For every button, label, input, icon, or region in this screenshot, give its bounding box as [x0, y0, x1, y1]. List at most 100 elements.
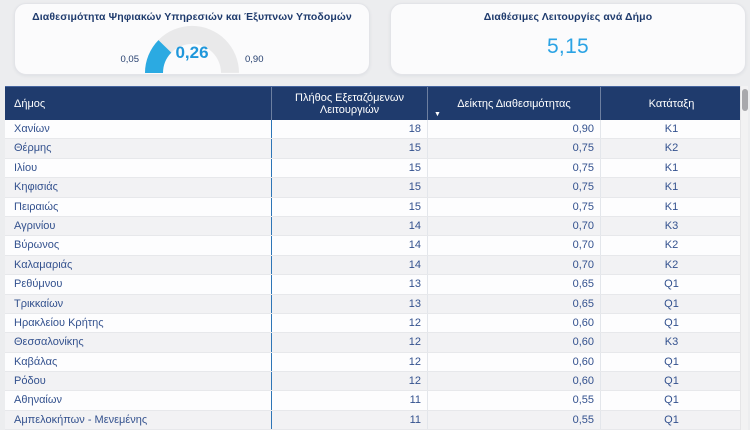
- cell-municipality: Πειραιώς: [5, 197, 272, 216]
- cell-functions-count: 12: [272, 333, 428, 352]
- sort-descending-icon[interactable]: ▼: [434, 111, 441, 118]
- column-header-label: Πλήθος Εξεταζόμενων Λειτουργιών: [295, 91, 404, 116]
- table-row[interactable]: Ηρακλείου Κρήτης 12 0,60 Q1: [5, 313, 742, 334]
- cell-availability-index: 0,75: [428, 139, 601, 158]
- cell-availability-index: 0,65: [428, 294, 601, 313]
- table-row[interactable]: Τρικκαίων 13 0,65 Q1: [5, 294, 742, 314]
- cell-municipality: Τρικκαίων: [5, 294, 272, 313]
- cell-functions-count: 15: [272, 197, 428, 216]
- cell-municipality: Θέρμης: [5, 139, 272, 158]
- kpi-card-title: Διαθέσιμες Λειτουργίες ανά Δήμο: [483, 11, 653, 23]
- cell-availability-index: 0,70: [428, 216, 601, 236]
- gauge-fill-arc: [145, 40, 172, 73]
- cell-municipality: Ηρακλείου Κρήτης: [5, 313, 272, 333]
- column-header-label: Δείκτης Διαθεσιμότητας: [457, 97, 571, 110]
- column-header-rank[interactable]: Κατάταξη: [601, 87, 742, 120]
- cell-rank: K3: [664, 336, 679, 349]
- cell-municipality: Αμπελοκήπων - Μενεμένης: [5, 410, 272, 430]
- cell-functions-count: 12: [272, 372, 428, 391]
- table-row[interactable]: Πειραιώς 15 0,75 K1: [5, 197, 742, 217]
- cell-functions-count: 15: [272, 178, 428, 197]
- table-scrollbar-thumb[interactable]: [742, 89, 748, 111]
- column-header-availability-index[interactable]: Δείκτης Διαθεσιμότητας ▼: [428, 87, 601, 120]
- table-scrollbar-track[interactable]: [740, 86, 748, 430]
- cell-rank: Q1: [664, 394, 679, 407]
- cell-functions-count: 13: [272, 275, 428, 294]
- cell-municipality: Καβάλας: [5, 352, 272, 372]
- table-row[interactable]: Ιλίου 15 0,75 K1: [5, 158, 742, 179]
- cell-availability-index: 0,60: [428, 333, 601, 352]
- table-header-row: Δήμος Πλήθος Εξεταζόμενων Λειτουργιών Δε…: [5, 86, 742, 120]
- gauge-card: Διαθεσιμότητα Ψηφιακών Υπηρεσιών και Έξυ…: [14, 3, 370, 75]
- cell-rank: K1: [664, 181, 679, 194]
- table-row[interactable]: Θεσσαλονίκης 12 0,60 K3: [5, 333, 742, 353]
- cell-municipality: Ρεθύμνου: [5, 275, 272, 294]
- column-header-municipality[interactable]: Δήμος: [5, 87, 272, 120]
- cell-rank: K2: [664, 258, 679, 271]
- cell-availability-index: 0,90: [428, 120, 601, 139]
- cell-municipality: Καλαμαριάς: [5, 255, 272, 275]
- cell-rank: K1: [664, 123, 679, 135]
- kpi-value: 5,15: [546, 35, 590, 58]
- gauge-arc: [144, 25, 239, 73]
- cell-municipality: Ιλίου: [5, 158, 272, 178]
- cell-rank: K1: [664, 200, 679, 213]
- column-header-label: Δήμος: [14, 97, 46, 110]
- cell-rank: Q1: [664, 316, 679, 329]
- cell-functions-count: 18: [272, 120, 428, 139]
- municipality-table: Δήμος Πλήθος Εξεταζόμενων Λειτουργιών Δε…: [5, 86, 742, 430]
- cell-functions-count: 13: [272, 294, 428, 313]
- table-row[interactable]: Ρόδου 12 0,60 Q1: [5, 372, 742, 392]
- gauge-min-label: 0,05: [120, 54, 140, 65]
- gauge-max-label: 0,90: [245, 54, 264, 65]
- gauge-value: 0,26: [175, 43, 209, 62]
- cell-functions-count: 14: [272, 236, 428, 255]
- gauge-track-arc: [144, 25, 239, 73]
- cell-functions-count: 11: [272, 391, 428, 410]
- table-row[interactable]: Αθηναίων 11 0,55 Q1: [5, 391, 742, 411]
- cell-availability-index: 0,75: [428, 197, 601, 216]
- cell-rank: Q1: [664, 375, 679, 388]
- cell-rank: K3: [664, 219, 679, 232]
- cell-availability-index: 0,70: [428, 236, 601, 255]
- cell-functions-count: 15: [272, 139, 428, 158]
- table-row[interactable]: Θέρμης 15 0,75 K2: [5, 139, 742, 159]
- cell-municipality: Χανίων: [5, 120, 272, 139]
- kpi-card: Διαθέσιμες Λειτουργίες ανά Δήμο 5,15: [390, 3, 746, 75]
- cell-availability-index: 0,65: [428, 275, 601, 294]
- cell-functions-count: 14: [272, 216, 428, 236]
- table-row[interactable]: Ρεθύμνου 13 0,65 Q1: [5, 275, 742, 295]
- cell-availability-index: 0,55: [428, 410, 601, 430]
- cell-municipality: Αγρινίου: [5, 216, 272, 236]
- cell-availability-index: 0,75: [428, 158, 601, 178]
- cell-municipality: Βύρωνος: [5, 236, 272, 255]
- table-row[interactable]: Καβάλας 12 0,60 Q1: [5, 352, 742, 373]
- table-row[interactable]: Κηφισιάς 15 0,75 K1: [5, 178, 742, 198]
- cell-municipality: Θεσσαλονίκης: [5, 333, 272, 352]
- cell-functions-count: 11: [272, 410, 428, 430]
- cell-availability-index: 0,75: [428, 178, 601, 197]
- cell-availability-index: 0,60: [428, 313, 601, 333]
- cell-availability-index: 0,60: [428, 352, 601, 372]
- cell-functions-count: 12: [272, 352, 428, 372]
- table-row[interactable]: Βύρωνος 14 0,70 K2: [5, 236, 742, 256]
- cell-availability-index: 0,70: [428, 255, 601, 275]
- cell-rank: K1: [664, 161, 679, 174]
- table-row[interactable]: Αγρινίου 14 0,70 K3: [5, 216, 742, 237]
- gauge: 0,05 0,26 0,90: [15, 23, 369, 75]
- cell-municipality: Κηφισιάς: [5, 178, 272, 197]
- cell-rank: K2: [664, 239, 679, 252]
- cell-functions-count: 14: [272, 255, 428, 275]
- column-header-functions-count[interactable]: Πλήθος Εξεταζόμενων Λειτουργιών: [272, 87, 428, 120]
- table-row[interactable]: Αμπελοκήπων - Μενεμένης 11 0,55 Q1: [5, 410, 742, 430]
- cell-availability-index: 0,60: [428, 372, 601, 391]
- cell-functions-count: 15: [272, 158, 428, 178]
- cell-municipality: Ρόδου: [5, 372, 272, 391]
- table-row[interactable]: Καλαμαριάς 14 0,70 K2: [5, 255, 742, 276]
- cell-rank: Q1: [664, 355, 679, 368]
- cell-availability-index: 0,55: [428, 391, 601, 410]
- table-row[interactable]: Χανίων 18 0,90 K1: [5, 120, 742, 140]
- cell-rank: Q1: [664, 278, 679, 291]
- table-body: Χανίων 18 0,90 K1 Θέρμης 15 0,75 K2 Ιλίου 15 0,75 K…: [5, 120, 742, 430]
- cell-rank: Q1: [664, 413, 679, 426]
